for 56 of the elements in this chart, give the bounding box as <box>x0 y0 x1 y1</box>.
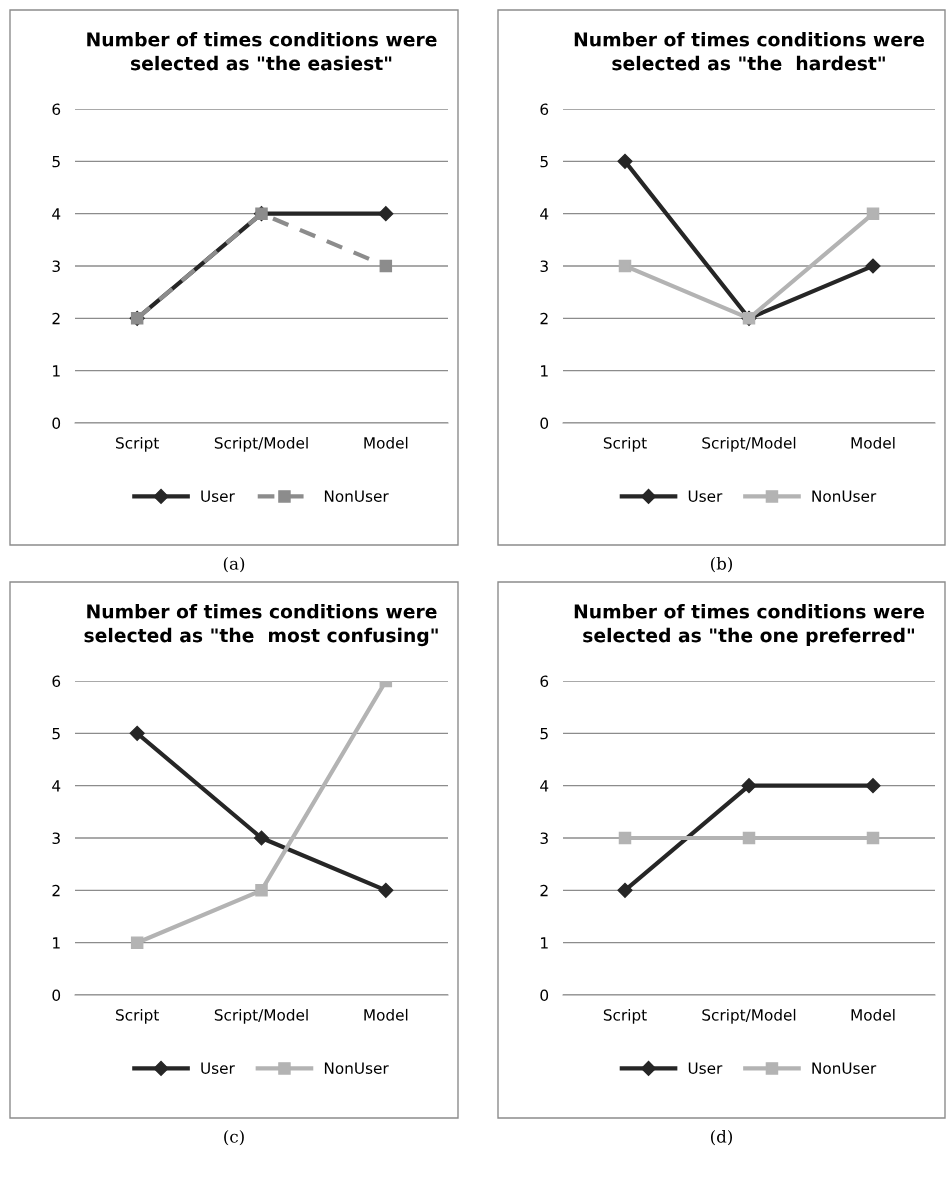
legend-label: NonUser <box>812 490 877 502</box>
legend-label: NonUser <box>324 1062 389 1074</box>
legend-label: NonUser <box>324 490 389 502</box>
x-tick-label: Script/Model <box>702 1008 796 1024</box>
y-tick-label: 2 <box>52 884 60 897</box>
y-tick-label: 1 <box>541 937 548 949</box>
y-tick-label: 2 <box>540 312 548 325</box>
x-tick-label: Script/Model <box>702 436 796 452</box>
text: (b) <box>710 556 733 573</box>
y-tick-label: 0 <box>52 417 61 430</box>
y-tick-label: 1 <box>53 365 60 377</box>
y-tick-label: 6 <box>540 675 549 688</box>
legend-label: NonUser <box>812 1062 877 1074</box>
y-tick-label: 4 <box>52 208 61 220</box>
y-tick-label: 1 <box>541 365 548 377</box>
y-tick-label: 6 <box>540 103 549 116</box>
chart-title: Number of times conditions were selected as "the one preferred" <box>574 604 925 647</box>
y-tick-label: 2 <box>540 884 548 897</box>
x-tick-label: Script <box>603 1008 647 1024</box>
chart-title: Number of times conditions were selected as "the most confusing" <box>84 604 438 647</box>
y-tick-label: 5 <box>52 156 60 168</box>
y-tick-label: 1 <box>53 937 60 949</box>
y-tick-label: 3 <box>52 260 60 273</box>
chart-title: Number of times conditions were selected as "the easiest" <box>87 32 437 71</box>
legend-label: User <box>688 1062 723 1074</box>
y-tick-label: 3 <box>540 260 548 273</box>
x-tick-label: Model <box>851 1008 895 1021</box>
text: (c) <box>224 1129 244 1146</box>
x-tick-label: Model <box>364 436 408 449</box>
x-tick-label: Script <box>116 1008 159 1024</box>
chart-title: Number of times conditions were selected as "the hardest" <box>574 32 925 71</box>
legend-label: User <box>201 1062 235 1074</box>
y-tick-label: 0 <box>52 989 61 1002</box>
y-tick-label: 3 <box>540 832 548 845</box>
y-tick-label: 2 <box>52 312 60 325</box>
legend-label: User <box>201 490 235 502</box>
y-tick-label: 4 <box>52 780 61 792</box>
x-tick-label: Script/Model <box>214 436 308 452</box>
y-tick-label: 0 <box>540 989 549 1002</box>
x-tick-label: Model <box>364 1008 408 1021</box>
text: (a) <box>223 556 245 573</box>
x-tick-label: Script <box>603 436 647 452</box>
y-tick-label: 4 <box>540 208 549 220</box>
x-tick-label: Script/Model <box>214 1008 308 1024</box>
y-tick-label: 6 <box>52 103 61 116</box>
text: (d) <box>710 1129 733 1146</box>
y-tick-label: 0 <box>540 417 549 430</box>
y-tick-label: 5 <box>540 728 548 740</box>
y-tick-label: 4 <box>540 780 549 792</box>
y-tick-label: 5 <box>540 156 548 168</box>
y-tick-label: 5 <box>52 728 60 740</box>
y-tick-label: 6 <box>52 675 61 688</box>
y-tick-label: 3 <box>52 832 60 845</box>
legend-label: User <box>688 490 723 502</box>
x-tick-label: Script <box>116 436 159 452</box>
x-tick-label: Model <box>851 436 895 449</box>
